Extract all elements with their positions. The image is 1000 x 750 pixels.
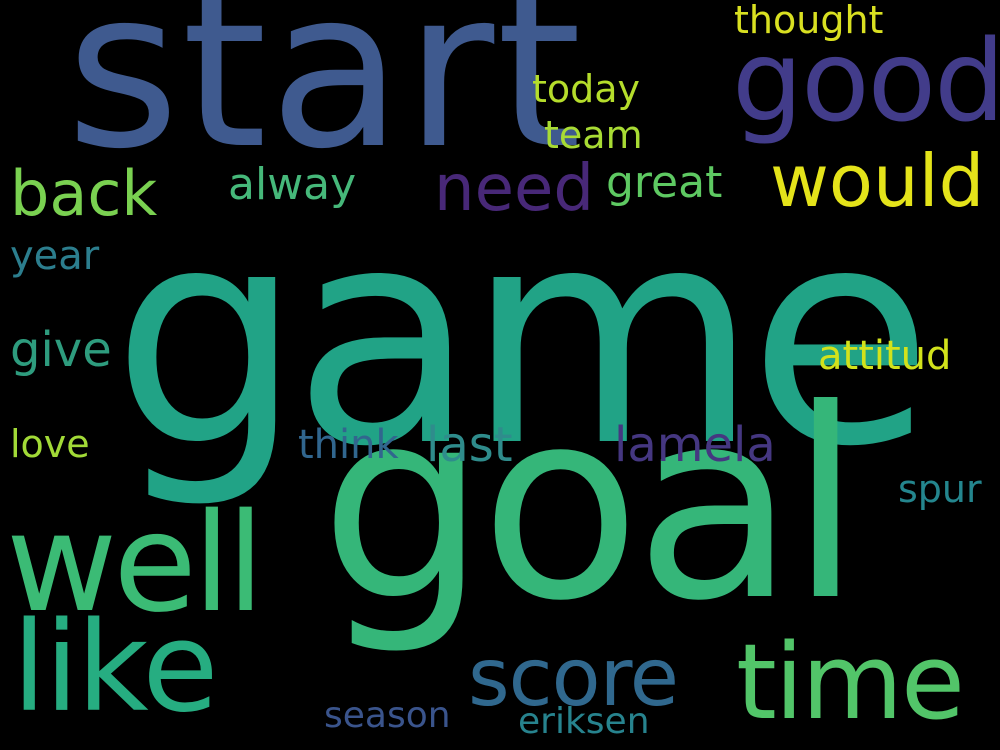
word-season: season <box>324 695 451 736</box>
word-eriksen: eriksen <box>518 701 650 742</box>
word-lamela: lamela <box>614 417 776 473</box>
word-goal: goal <box>320 353 862 658</box>
word-year: year <box>10 233 100 279</box>
word-give: give <box>10 322 112 378</box>
word-thought: thought <box>734 0 884 42</box>
word-would: would <box>770 139 985 223</box>
word-game: game <box>112 163 933 512</box>
word-today: today <box>532 67 641 111</box>
word-great: great <box>606 157 723 208</box>
word-think: think <box>298 422 399 468</box>
word-attitud: attitud <box>818 333 952 379</box>
word-need: need <box>434 152 594 226</box>
word-spur: spur <box>898 467 982 511</box>
word-well: well <box>6 485 264 643</box>
word-start: start <box>66 0 584 197</box>
word-team: team <box>544 113 643 157</box>
word-back: back <box>10 157 158 230</box>
word-good: good <box>732 17 1000 147</box>
word-love: love <box>10 422 90 466</box>
word-alway: alway <box>228 159 357 210</box>
word-score: score <box>468 631 679 724</box>
word-last: last <box>426 417 513 473</box>
word-time: time <box>736 621 965 743</box>
word-like: like <box>12 596 219 740</box>
